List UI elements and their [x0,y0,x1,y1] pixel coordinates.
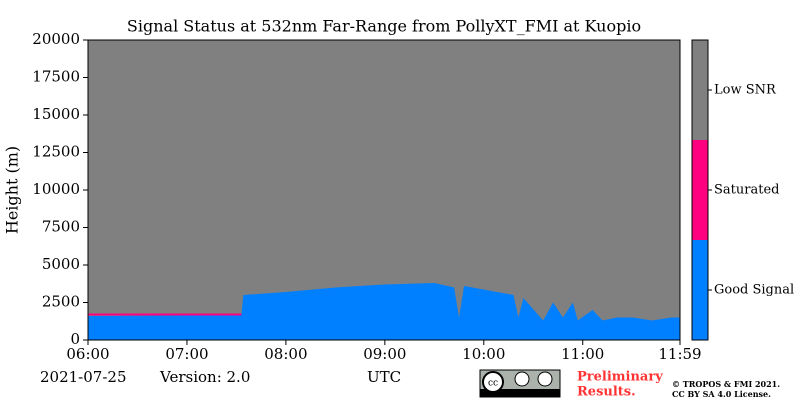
y-tick-label: 12500 [32,143,80,161]
y-tick-label: 15000 [32,105,80,123]
good-signal-area [88,283,680,340]
y-tick-label: 5000 [42,255,80,273]
x-tick-label: 08:00 [264,345,307,363]
copyright: CC BY SA 4.0 License. [672,389,771,399]
x-tick-label: 10:00 [462,345,505,363]
x-axis-label: UTC [367,368,401,386]
colorbar-segment [692,140,708,240]
y-tick-label: 0 [70,330,80,348]
y-tick-label: 17500 [32,68,80,86]
notice: Results. [577,385,636,400]
x-tick-label: 11:59 [658,345,701,363]
colorbar-segment [692,40,708,140]
y-tick-label: 7500 [42,218,80,236]
colorbar-label: Saturated [714,183,779,198]
colorbar-segment [692,240,708,340]
colorbar-label: Low SNR [714,83,777,98]
x-tick-label: 07:00 [165,345,208,363]
y-tick-label: 10000 [32,180,80,198]
license-logo: cc [479,369,561,398]
copyright: © TROPOS & FMI 2021. [672,379,780,389]
version: Version: 2.0 [159,368,250,386]
colorbar-frame [691,39,709,341]
x-tick-label: 06:00 [66,345,109,363]
notice: Preliminary [577,370,663,385]
y-axis-label: Height (m) [3,146,22,234]
colorbar-label: Good Signal [714,283,794,298]
date: 2021-07-25 [40,368,126,386]
y-tick-label: 20000 [32,30,80,48]
chart-title: Signal Status at 532nm Far-Range from Po… [127,17,641,36]
svg-text:cc: cc [488,379,498,389]
x-tick-label: 11:00 [561,345,604,363]
x-tick-label: 09:00 [363,345,406,363]
y-tick-label: 2500 [42,293,80,311]
